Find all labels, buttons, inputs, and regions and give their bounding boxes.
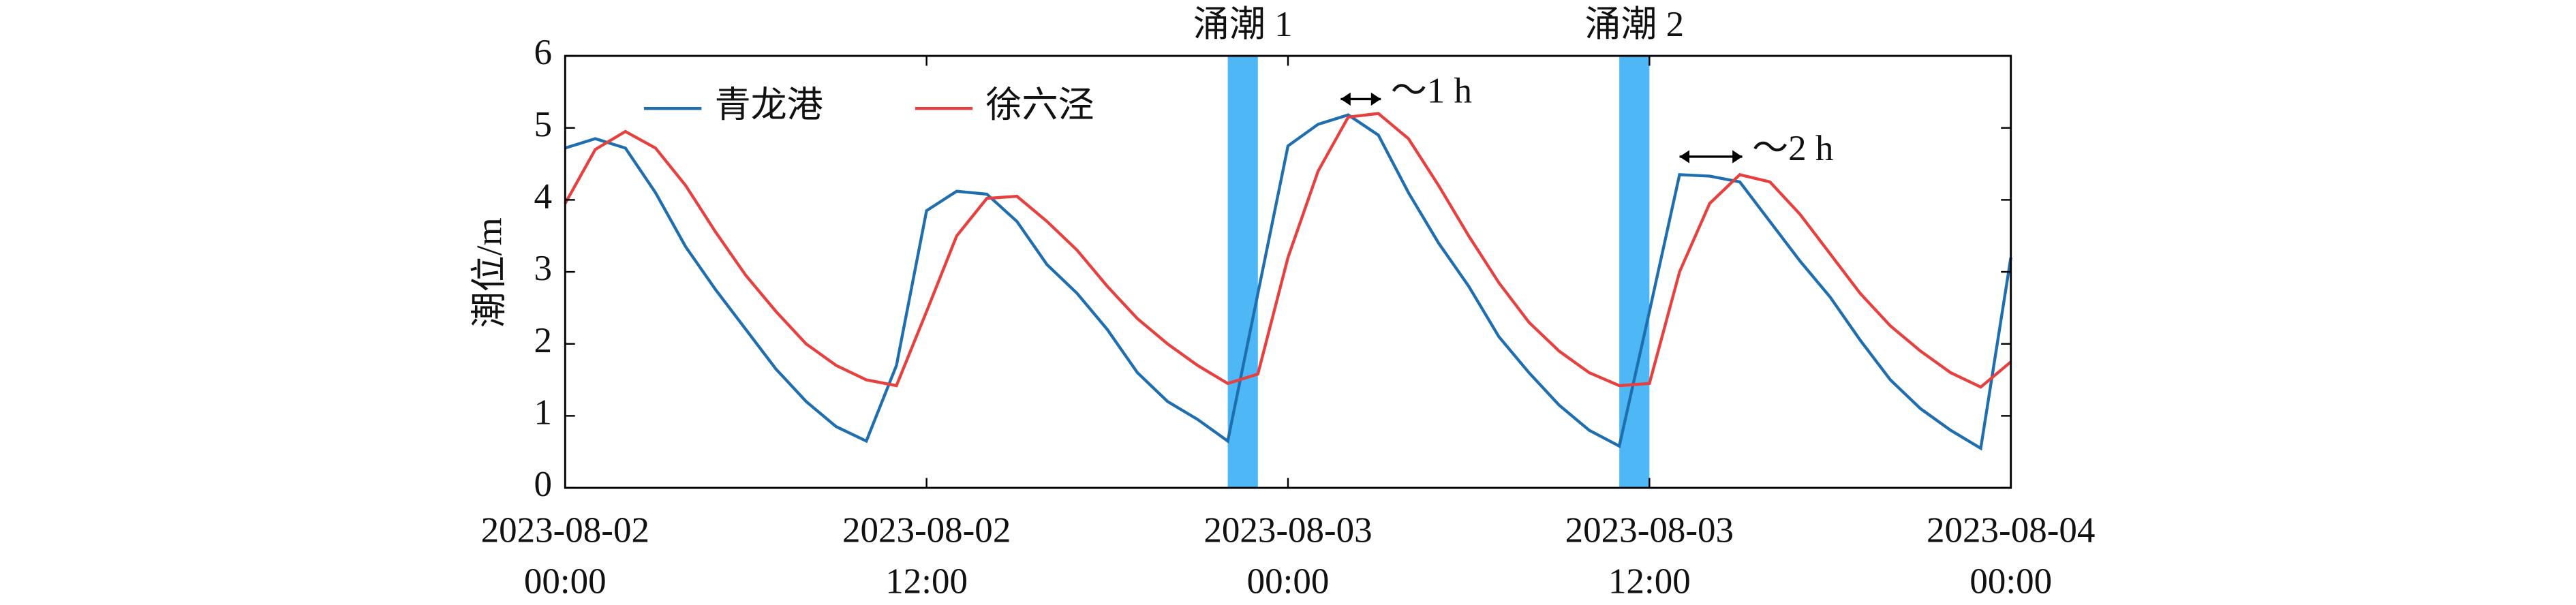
surge-band (1619, 56, 1650, 488)
x-tick-label: 2023-08-03 (1565, 511, 1734, 550)
x-tick-label: 2023-08-02 (842, 511, 1011, 550)
x-tick-label: 2023-08-04 (1927, 511, 2095, 550)
y-tick-label: 3 (534, 249, 552, 288)
arrow-label: ～2 h (1752, 129, 1833, 168)
y-tick-label: 4 (534, 177, 552, 217)
surge-label: 涌潮 2 (1584, 5, 1684, 44)
y-axis-label: 潮位/m (470, 217, 509, 328)
x-tick-label: 2023-08-03 (1203, 511, 1372, 550)
arrow-head (1340, 92, 1381, 106)
y-tick-label: 5 (534, 105, 552, 144)
x-tick-label: 00:00 (524, 561, 607, 601)
legend-label: 青龙港 (715, 85, 823, 125)
y-tick-label: 2 (534, 321, 552, 360)
surge-label: 涌潮 1 (1193, 5, 1293, 44)
x-tick-label: 12:00 (885, 561, 968, 601)
y-tick-label: 1 (534, 393, 552, 433)
y-tick-label: 0 (534, 465, 552, 504)
x-tick-label: 2023-08-02 (481, 511, 649, 550)
x-tick-label: 00:00 (1969, 561, 2052, 601)
series-line (564, 112, 2012, 389)
legend-label: 徐六泾 (985, 85, 1094, 125)
x-tick-label: 00:00 (1247, 561, 1330, 601)
arrow-label: ～1 h (1391, 71, 1472, 110)
y-tick-label: 6 (534, 33, 552, 72)
series-line (564, 113, 2012, 451)
x-tick-label: 12:00 (1608, 561, 1691, 601)
